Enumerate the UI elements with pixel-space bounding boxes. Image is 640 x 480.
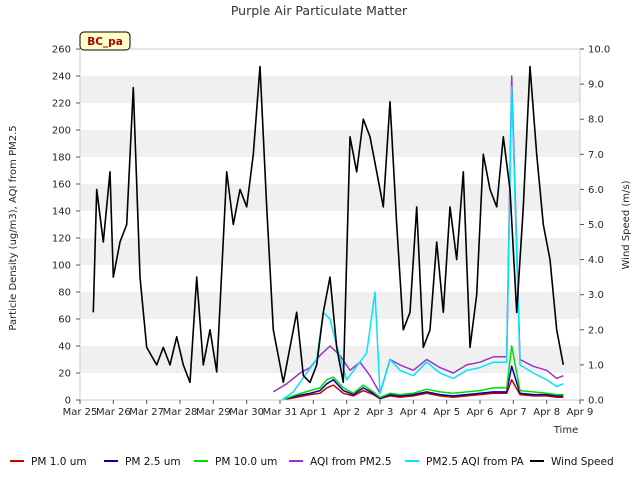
y-left-axis-label: Particle Density (ug/m3), AQI from PM2.5 <box>8 125 19 330</box>
legend: PM 1.0 um PM 2.5 um PM 10.0 um AQI from PM2… <box>10 456 614 468</box>
y-right-axis-label: Wind Speed (m/s) <box>621 180 632 269</box>
y-right-tick-label: 8.0 <box>588 115 604 126</box>
y-right-tick-label: 4.0 <box>588 255 604 266</box>
series-line-0 <box>281 379 564 401</box>
x-tick-label: Apr 3 <box>367 407 394 418</box>
y-left-tick-label: 200 <box>52 126 71 137</box>
series-line-1 <box>281 365 564 401</box>
x-tick-label: Apr 6 <box>467 407 494 418</box>
y-left-tick-label: 100 <box>52 261 71 272</box>
x-tick-label: Apr 1 <box>300 407 327 418</box>
legend-label: PM 1.0 um <box>31 456 87 468</box>
series-line-4 <box>281 86 564 401</box>
y-right-tick-label: 7.0 <box>588 150 604 161</box>
y-right-tick-label: 5.0 <box>588 220 604 231</box>
y-right-tick-label: 9.0 <box>588 80 604 91</box>
x-tick-label: Mar 31 <box>263 407 298 418</box>
grid-bands <box>80 76 580 373</box>
y-right-tick-label: 0.0 <box>588 396 604 407</box>
grid-band <box>80 238 580 265</box>
x-tick-label: Mar 30 <box>229 407 264 418</box>
legend-label: Wind Speed <box>551 456 614 468</box>
series-layer <box>92 65 565 401</box>
y-left-tick-label: 120 <box>52 234 71 245</box>
series-line-2 <box>281 345 564 401</box>
y-left-axis-ticks: 0 20 40 60 80 100 120 140 160 180 200 220 240 260 <box>52 45 80 407</box>
legend-label: PM2.5 AQI from PA <box>426 456 525 468</box>
y-left-tick-label: 20 <box>58 369 71 380</box>
grid-band <box>80 76 580 103</box>
y-right-tick-label: 6.0 <box>588 185 604 196</box>
y-left-tick-label: 140 <box>52 207 71 218</box>
grid-band <box>80 130 580 157</box>
y-left-tick-label: 60 <box>58 315 71 326</box>
x-tick-label: Mar 27 <box>129 407 164 418</box>
x-tick-label: Apr 8 <box>533 407 560 418</box>
chart-title: Purple Air Particulate Matter <box>231 3 408 18</box>
x-tick-label: Apr 2 <box>333 407 360 418</box>
series-line-5 <box>92 65 565 384</box>
y-right-tick-label: 1.0 <box>588 360 604 371</box>
y-right-axis-ticks: 0.0 1.0 2.0 3.0 4.0 5.0 6.0 7.0 8.0 9.0 10.0 <box>580 45 610 407</box>
x-tick-label: Mar 25 <box>63 407 98 418</box>
y-left-tick-label: 180 <box>52 153 71 164</box>
grid-band <box>80 292 580 319</box>
site-badge-label: BC_pa <box>87 36 123 48</box>
x-tick-label: Apr 9 <box>567 407 594 418</box>
site-badge: BC_pa <box>79 31 131 51</box>
y-right-tick-label: 3.0 <box>588 290 604 301</box>
y-right-tick-label: 10.0 <box>588 45 610 56</box>
y-left-tick-label: 220 <box>52 99 71 110</box>
x-tick-label: Apr 4 <box>400 407 427 418</box>
y-left-tick-label: 0 <box>65 396 71 407</box>
x-tick-label: Apr 7 <box>500 407 527 418</box>
y-left-tick-label: 260 <box>52 45 71 56</box>
y-left-tick-label: 160 <box>52 180 71 191</box>
x-tick-label: Mar 26 <box>96 407 131 418</box>
x-axis-label: Time <box>553 425 578 436</box>
grid-band <box>80 184 580 211</box>
grid-band <box>80 346 580 373</box>
legend-label: AQI from PM2.5 <box>310 456 392 468</box>
y-right-tick-label: 2.0 <box>588 325 604 336</box>
y-left-tick-label: 40 <box>58 342 71 353</box>
legend-label: PM 2.5 um <box>125 456 181 468</box>
x-tick-label: Mar 29 <box>196 407 231 418</box>
y-left-tick-label: 240 <box>52 72 71 83</box>
y-left-tick-label: 80 <box>58 288 71 299</box>
legend-label: PM 10.0 um <box>215 456 277 468</box>
x-tick-label: Apr 5 <box>433 407 460 418</box>
x-tick-label: Mar 28 <box>163 407 198 418</box>
